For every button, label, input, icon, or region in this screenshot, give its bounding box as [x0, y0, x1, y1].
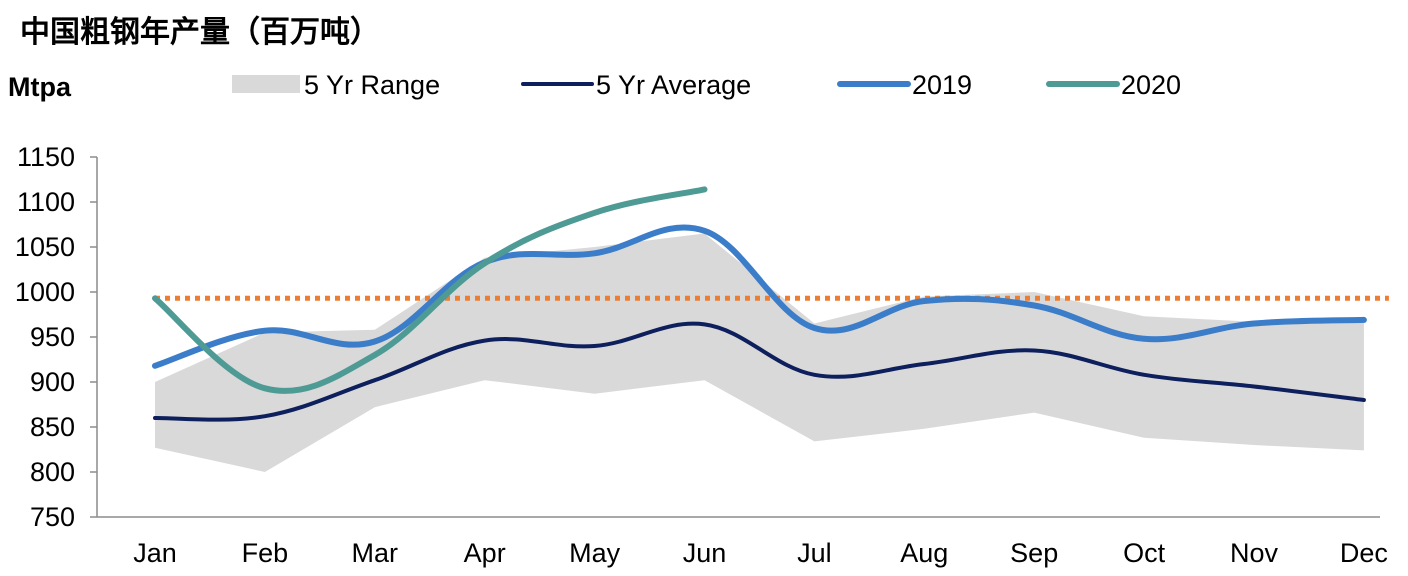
- chart-legend: 5 Yr Range 5 Yr Average 2019 2020: [232, 70, 1181, 100]
- y-tick-label: 1050: [15, 232, 75, 262]
- y-axis-unit-label: Mtpa: [8, 72, 72, 102]
- series-layer: [152, 186, 1367, 422]
- range-layer: [155, 233, 1364, 472]
- x-tick-label: Jul: [797, 538, 832, 568]
- x-tick-label: Mar: [352, 538, 399, 568]
- legend-label-2019: 2019: [912, 70, 972, 100]
- x-tick-label: May: [569, 538, 621, 568]
- series-line-5-yr-average: [153, 321, 1366, 422]
- legend-label-5-yr-average: 5 Yr Average: [596, 70, 751, 100]
- legend-swatch-5-yr-range: [232, 75, 300, 93]
- y-tick-label: 750: [30, 502, 75, 532]
- y-tick-label: 900: [30, 367, 75, 397]
- legend-label-2020: 2020: [1121, 70, 1181, 100]
- x-tick-label: Jan: [133, 538, 177, 568]
- legend-label-5-yr-range: 5 Yr Range: [304, 70, 440, 100]
- y-tick-label: 850: [30, 412, 75, 442]
- x-tick-label: Dec: [1340, 538, 1388, 568]
- x-tick-label: Oct: [1123, 538, 1166, 568]
- y-tick-label: 1150: [17, 142, 75, 172]
- x-tick-label: Feb: [242, 538, 289, 568]
- chart-title: 中国粗钢年产量（百万吨）: [20, 15, 380, 50]
- range-band: [155, 233, 1364, 472]
- axis-layer: 750 800 850 900 950 1000 1050 1100 1150 Jan Feb Mar…: [15, 142, 1388, 568]
- x-tick-label: Sep: [1010, 538, 1058, 568]
- x-tick-label: Aug: [900, 538, 948, 568]
- y-tick-label: 1100: [17, 187, 75, 217]
- x-tick-label: Jun: [683, 538, 727, 568]
- y-tick-label: 950: [30, 322, 75, 352]
- series-line-2019: [152, 224, 1367, 369]
- y-tick-label: 1000: [15, 277, 75, 307]
- x-tick-label: Nov: [1230, 538, 1279, 568]
- x-tick-label: Apr: [464, 538, 506, 568]
- y-tick-label: 800: [30, 457, 75, 487]
- series-line-2020: [152, 186, 708, 394]
